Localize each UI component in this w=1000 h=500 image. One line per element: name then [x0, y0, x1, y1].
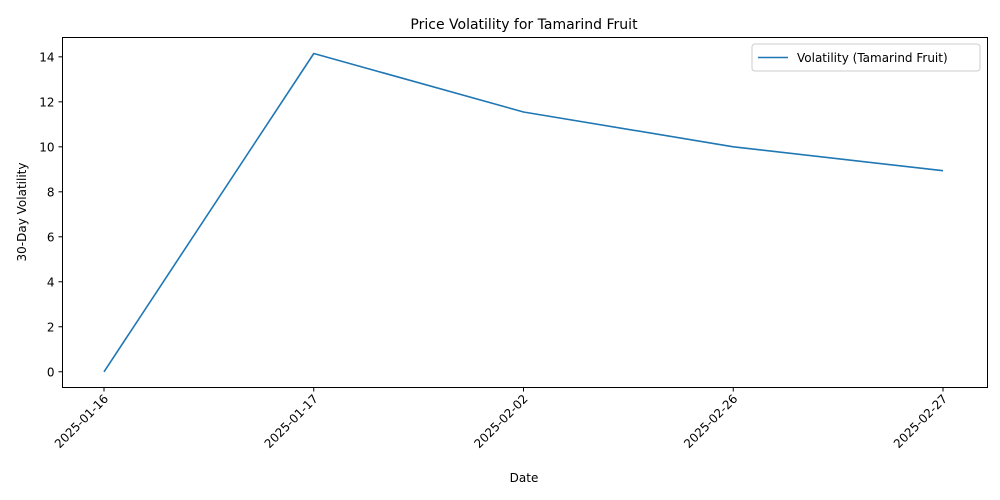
- y-axis-label: 30-Day Volatility: [15, 163, 29, 262]
- x-axis-label: Date: [510, 471, 539, 485]
- y-axis-ticks: 0 2 4 6 8 10 12 14: [39, 50, 63, 379]
- y-tick-label: 8: [47, 185, 55, 199]
- series-layer: [103, 52, 944, 373]
- y-tick-label: 2: [47, 320, 55, 334]
- legend: Volatility (Tamarind Fruit): [751, 43, 981, 72]
- y-tick-label: 4: [47, 275, 55, 289]
- legend-label: Volatility (Tamarind Fruit): [797, 51, 948, 65]
- series-line: [103, 52, 944, 373]
- y-tick-label: 12: [39, 95, 54, 109]
- chart-title: Price Volatility for Tamarind Fruit: [410, 17, 638, 33]
- y-tick-label: 6: [47, 230, 55, 244]
- y-tick-label: 0: [47, 365, 55, 379]
- y-tick-label: 10: [39, 140, 54, 154]
- legend-box: [751, 43, 981, 72]
- plot-frame: [62, 37, 988, 388]
- y-tick-label: 14: [39, 50, 54, 64]
